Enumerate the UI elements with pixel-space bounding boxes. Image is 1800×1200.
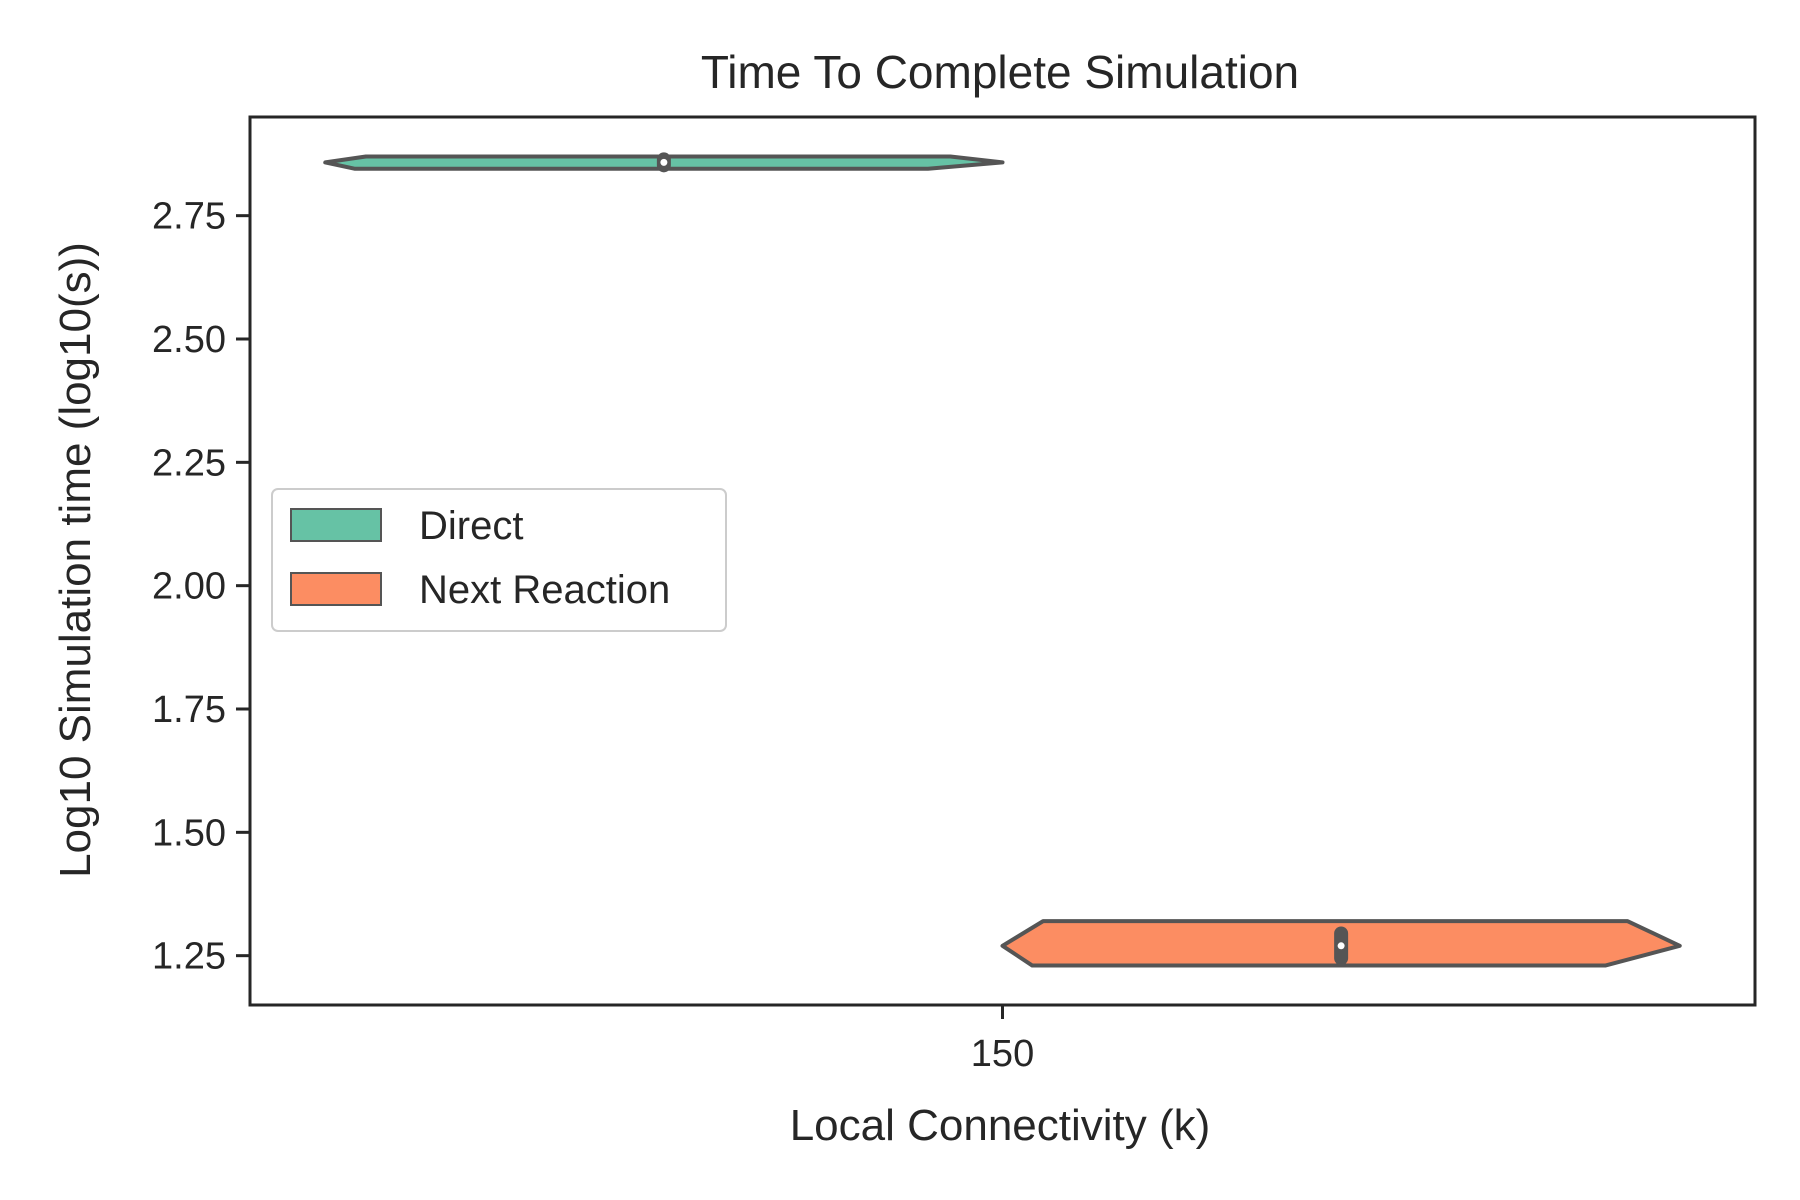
y-tick-label: 1.25 (152, 936, 226, 978)
legend-label: Next Reaction (419, 568, 670, 612)
y-tick-label: 2.00 (152, 566, 226, 608)
x-tick-label: 150 (971, 1033, 1034, 1075)
legend-swatch (290, 508, 382, 542)
chart-title: Time To Complete Simulation (701, 46, 1299, 98)
y-tick-label: 1.75 (152, 689, 226, 731)
y-tick-label: 1.50 (152, 812, 226, 854)
violin-group (323, 152, 1682, 968)
legend: Direct Next Reaction (271, 488, 727, 632)
y-tick-label: 2.50 (152, 319, 226, 361)
legend-box (271, 488, 727, 632)
legend-swatch (290, 572, 382, 606)
legend-label: Direct (419, 504, 523, 548)
x-axis: 150 (971, 1005, 1034, 1075)
violin-median-dot (660, 158, 668, 166)
y-tick-label: 2.75 (152, 196, 226, 238)
y-tick-label: 2.25 (152, 442, 226, 484)
y-axis: 1.25 1.50 1.75 2.00 2.25 2.50 2.75 (152, 196, 250, 978)
x-axis-title: Local Connectivity (k) (790, 1101, 1211, 1150)
violin-median-dot (1337, 942, 1345, 950)
y-axis-title: Log10 Simulation time (log10(s)) (51, 242, 100, 878)
